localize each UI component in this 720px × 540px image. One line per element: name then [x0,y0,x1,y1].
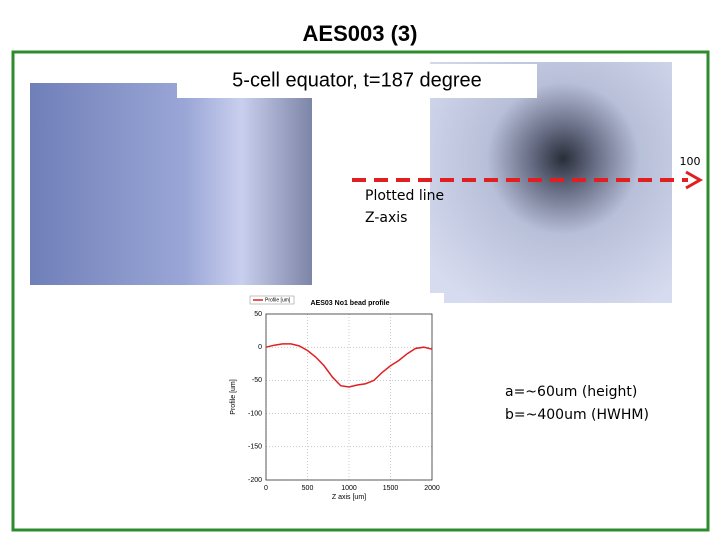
legend-label: Profile [um] [265,297,291,303]
y-tick-label: 0 [258,344,262,351]
note: Z-axis [365,210,407,226]
micro-image-right [430,62,672,303]
y-axis-label: Profile [um] [230,379,237,414]
subtitle: 5-cell equator, t=187 degree [232,69,482,91]
y-tick-label: -50 [252,377,262,384]
result: a=~60um (height) [505,384,637,400]
chart-panel [226,293,444,493]
micro-image-left [30,83,312,285]
x-tick-label: 1500 [383,485,399,492]
x-tick-label: 500 [302,485,314,492]
scan-arrow [685,170,704,190]
y-tick-label: -150 [248,444,262,451]
legend-box [249,295,295,305]
result: b=~400um (HWHM) [505,407,649,423]
line [265,343,433,388]
scan-label: 100 [680,155,701,168]
y-tick-label: 50 [254,311,262,318]
note: Plotted line [365,188,444,204]
frame [11,50,710,532]
subtitle-box [177,64,537,98]
plot-frame [265,313,433,481]
x-axis-label: Z axis [um] [332,494,366,501]
x-tick-label: 0 [264,485,268,492]
y-tick-label: -100 [248,410,262,417]
slide-title: AES003 (3) [303,21,418,46]
chart: 500-50-100-150-2000 500 1000 1500 2000AES03 … [230,295,440,501]
y-tick-label: -200 [248,477,262,484]
chart-title: AES03 No1 bead profile [311,300,390,307]
x-tick-label: 1000 [341,485,357,492]
x-tick-label: 2000 [424,485,440,492]
